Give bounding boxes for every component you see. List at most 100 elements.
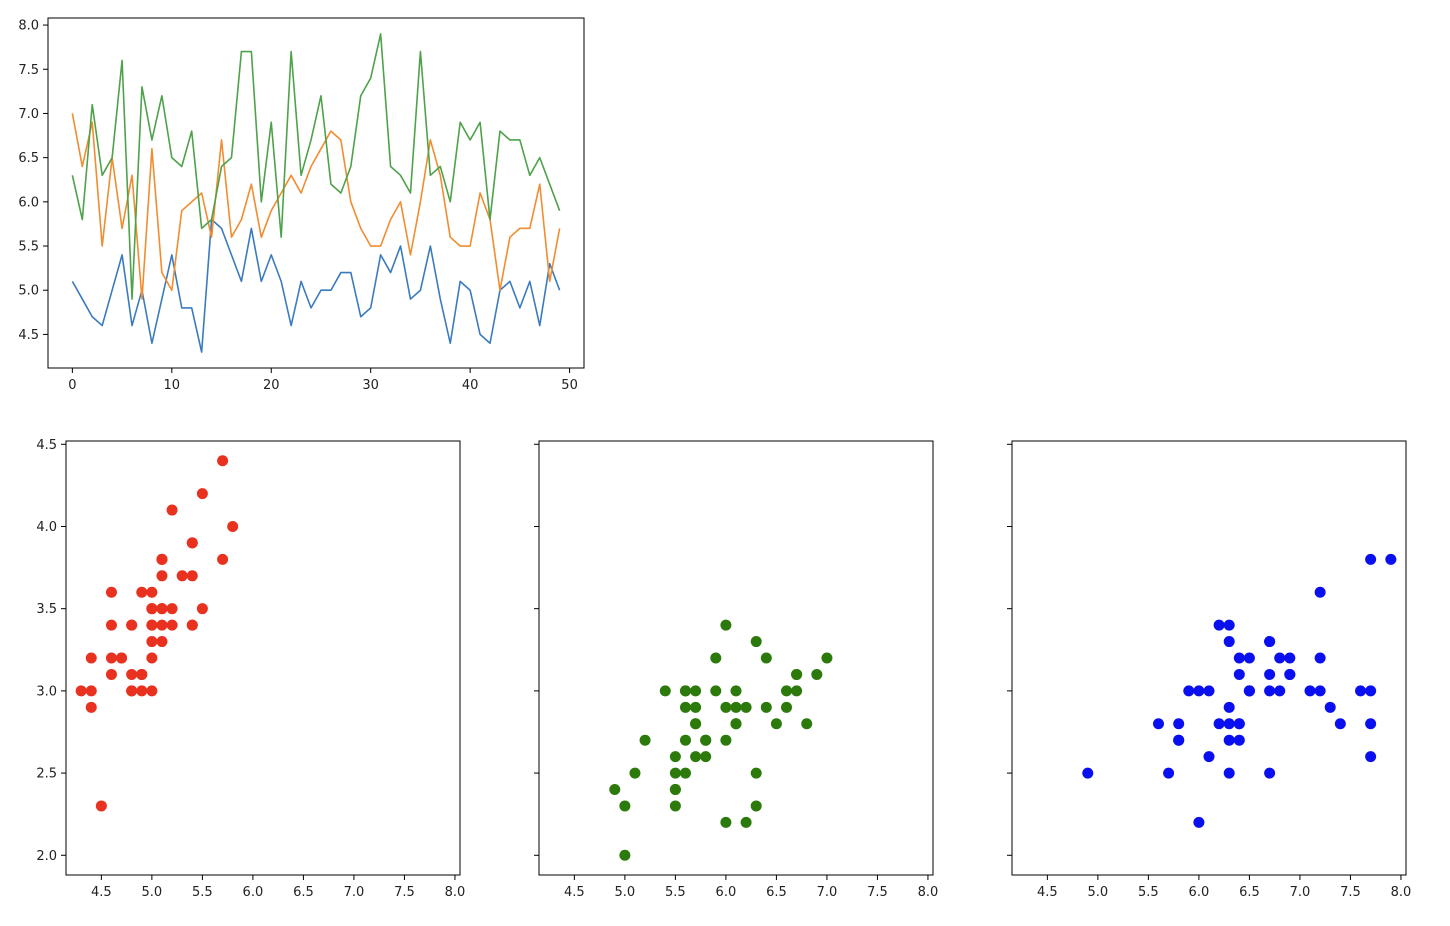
y-tick-label: 6.5 — [18, 151, 39, 166]
y-tick-label: 4.5 — [36, 438, 57, 453]
x-tick-label: 7.5 — [1340, 885, 1361, 900]
x-tick-label: 6.0 — [1189, 885, 1210, 900]
scatter-point — [1284, 668, 1296, 680]
scatter-point — [166, 603, 178, 615]
scatter-point — [1223, 767, 1235, 779]
scatter-point — [770, 718, 782, 730]
scatter-point — [136, 586, 148, 598]
y-tick-label: 4.5 — [18, 328, 39, 343]
scatter-point — [1365, 718, 1377, 730]
scatter-point — [126, 668, 138, 680]
scatter-point — [156, 570, 168, 582]
scatter-point — [146, 652, 158, 664]
scatter-point — [156, 619, 168, 631]
scatter-point — [1152, 718, 1164, 730]
scatter-point — [1233, 668, 1245, 680]
x-tick-label: 7.5 — [867, 885, 888, 900]
scatter-point — [629, 767, 641, 779]
scatter-point — [750, 800, 762, 812]
scatter-point — [740, 701, 752, 713]
scatter-point — [1173, 734, 1185, 746]
scatter-point — [1223, 636, 1235, 648]
scatter-point — [679, 767, 691, 779]
scatter-point — [136, 685, 148, 697]
scatter-point — [146, 685, 158, 697]
scatter-point — [750, 636, 762, 648]
y-tick-label: 5.0 — [18, 284, 39, 299]
x-tick-label: 7.0 — [1290, 885, 1311, 900]
x-tick-label: 8.0 — [445, 885, 466, 900]
scatter-point — [186, 537, 198, 549]
scatter-point — [609, 784, 621, 796]
scatter-point — [791, 668, 803, 680]
scatter-point — [730, 718, 742, 730]
scatter-point — [1324, 701, 1336, 713]
scatter-point — [1223, 718, 1235, 730]
scatter-point — [801, 718, 813, 730]
x-tick-label: 7.5 — [394, 885, 415, 900]
scatter-point — [700, 734, 712, 746]
scatter-point — [1203, 685, 1215, 697]
scatter-point — [700, 751, 712, 763]
axes-frame — [1011, 440, 1407, 876]
scatter-point — [781, 701, 793, 713]
scatter-point — [710, 685, 722, 697]
scatter-point — [1365, 553, 1377, 565]
scatter-point — [1223, 619, 1235, 631]
x-tick-label: 0 — [68, 378, 76, 393]
scatter-panel-red: 4.5 5.0 5.5 6.0 6.5 7.0 7.5 8.0 2.0 2.5 3.0 3.5 4.0 4… — [36, 438, 465, 900]
scatter-point — [1274, 685, 1286, 697]
scatter-point — [166, 619, 178, 631]
scatter-point — [811, 668, 823, 680]
scatter-point — [105, 652, 117, 664]
y-tick-label: 4.0 — [36, 520, 57, 535]
x-tick-label: 6.0 — [243, 885, 264, 900]
scatter-point — [690, 685, 702, 697]
x-tick-label: 8.0 — [918, 885, 939, 900]
scatter-point — [669, 784, 681, 796]
scatter-point — [227, 520, 239, 532]
y-tick-label: 3.5 — [36, 602, 57, 617]
scatter-point — [760, 652, 772, 664]
scatter-point — [1243, 685, 1255, 697]
scatter-point — [1304, 685, 1316, 697]
x-tick-label: 6.5 — [1239, 885, 1260, 900]
scatter-point — [1173, 718, 1185, 730]
scatter-point — [659, 685, 671, 697]
scatter-point — [710, 652, 722, 664]
x-tick-label: 7.0 — [344, 885, 365, 900]
scatter-point — [690, 751, 702, 763]
axes-frame — [47, 17, 585, 369]
scatter-point — [1314, 586, 1326, 598]
scatter-point — [126, 685, 138, 697]
scatter-point — [669, 800, 681, 812]
scatter-point — [791, 685, 803, 697]
scatter-point — [166, 504, 178, 516]
scatter-point — [730, 701, 742, 713]
scatter-point — [85, 685, 97, 697]
scatter-point — [720, 701, 732, 713]
scatter-point — [186, 619, 198, 631]
scatter-point — [639, 734, 651, 746]
scatter-point — [85, 652, 97, 664]
scatter-point — [1223, 701, 1235, 713]
scatter-point — [1223, 734, 1235, 746]
scatter-point — [1233, 734, 1245, 746]
axes-frame — [65, 440, 461, 876]
scatter-point — [176, 570, 188, 582]
scatter-point — [146, 603, 158, 615]
x-tick-label: 40 — [462, 378, 479, 393]
scatter-point — [679, 685, 691, 697]
scatter-point — [781, 685, 793, 697]
series-line-0 — [71, 218, 561, 353]
x-tick-label: 8.0 — [1391, 885, 1412, 900]
scatter-point — [146, 586, 158, 598]
x-tick-label: 30 — [362, 378, 379, 393]
scatter-point — [679, 701, 691, 713]
y-tick-label: 8.0 — [18, 19, 39, 34]
scatter-point — [669, 767, 681, 779]
scatter-point — [105, 619, 117, 631]
y-tick-label: 7.0 — [18, 107, 39, 122]
scatter-point — [1385, 553, 1397, 565]
y-tick-label: 7.5 — [18, 63, 39, 78]
